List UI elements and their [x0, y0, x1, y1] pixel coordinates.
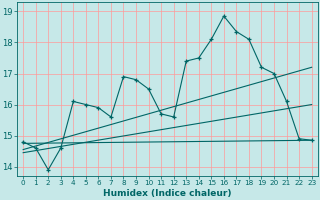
X-axis label: Humidex (Indice chaleur): Humidex (Indice chaleur)	[103, 189, 232, 198]
